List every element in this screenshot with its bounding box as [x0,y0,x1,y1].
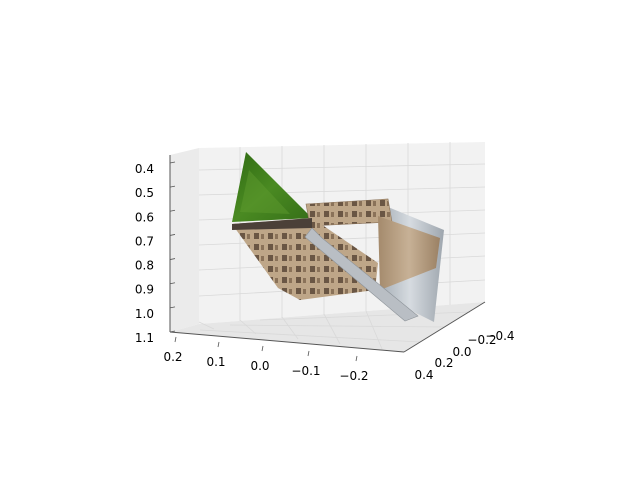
z-tick-mark [169,306,176,309]
z-tick-label: 0.5 [135,186,154,200]
z-tick-mark [169,282,176,285]
y-tick-label: −0.2 [467,333,496,347]
x-tick-label: 0.0 [250,359,269,373]
x-tick-mark [174,336,177,343]
z-tick-label: 0.4 [135,162,154,176]
z-tick-label: 0.7 [135,234,154,248]
x-tick-label: 0.2 [163,350,182,364]
x-tick-label: 0.1 [206,355,225,369]
surface-dark-edge [232,218,312,230]
y-tick-label: 0.4 [414,368,433,382]
x-tick-mark [261,345,264,352]
z-tick-label: 1.0 [135,307,154,321]
y-tick-label: 0.2 [434,356,453,370]
z-tick-mark [169,258,176,260]
x-tick-mark [217,341,220,348]
surface-grey-tube [304,227,419,322]
z-tick-mark [169,185,176,188]
z-axis-ticks: 0.4 0.5 0.6 0.7 0.8 0.9 1.0 1.1 [135,161,176,345]
z-tick-label: 0.6 [135,210,154,224]
z-tick-mark [169,330,176,333]
z-tick-mark [169,234,176,236]
surface-facade-main [232,218,378,300]
y-tick-label: −0.4 [485,329,514,343]
axis-lines [169,155,486,353]
x-axis-ticks: 0.2 0.1 0.0 −0.1 −0.2 [163,336,369,383]
y-tick-label: 0.0 [452,345,471,359]
x-tick-label: −0.2 [339,369,368,383]
z-tick-label: 0.9 [135,283,154,297]
left-pane [170,148,199,332]
x-tick-label: −0.1 [291,364,320,378]
z-tick-label: 0.8 [135,259,154,273]
green-highlight [240,170,290,214]
x-tick-mark [355,355,358,362]
z-tick-mark [169,209,176,212]
z-tick-label: 1.1 [135,331,154,345]
z-tick-mark [169,161,176,164]
surface-facade-right [378,216,440,290]
y-axis-ticks: 0.40.20.0−0.2−0.4 [414,329,514,382]
x-tick-mark [307,350,310,357]
surface-plot [232,152,444,322]
